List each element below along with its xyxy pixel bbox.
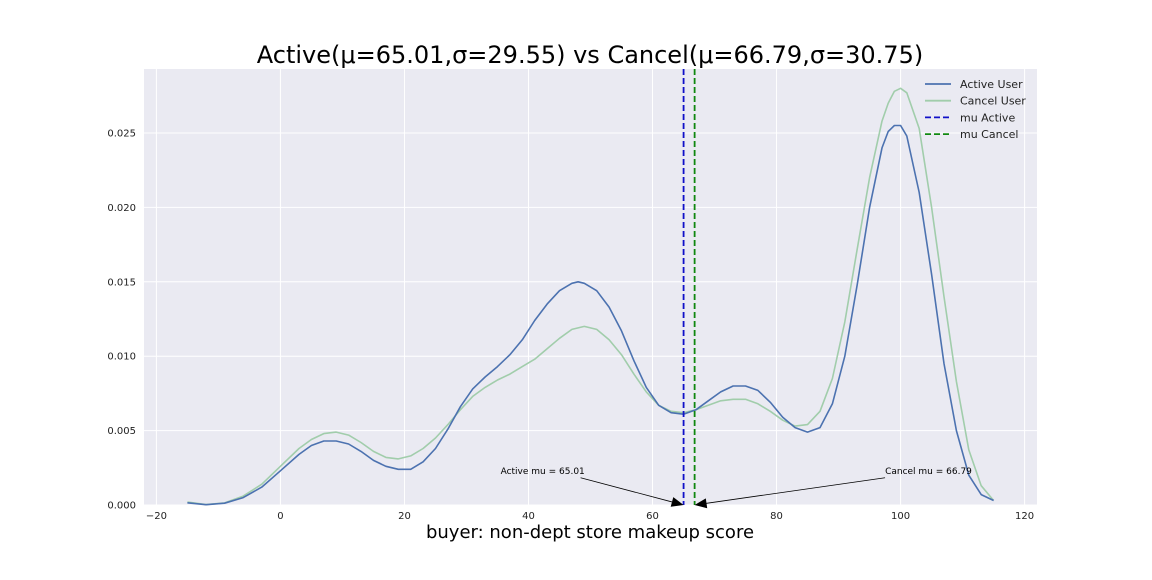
series-group — [187, 87, 995, 506]
x-tick-label: 100 — [891, 511, 910, 522]
x-tick-label: 40 — [522, 511, 535, 522]
x-tick-label: 60 — [646, 511, 659, 522]
x-tick-label: −20 — [146, 511, 167, 522]
grid — [144, 69, 1037, 506]
x-axis-label: buyer: non-dept store makeup score — [426, 522, 754, 543]
annotation-text: Cancel mu = 66.79 — [885, 467, 972, 477]
y-tick-label: 0.025 — [107, 128, 136, 139]
chart-title: Active(μ=65.01,σ=29.55) vs Cancel(μ=66.7… — [257, 41, 923, 69]
mean-lines — [682, 69, 696, 505]
annotation-arrow-line — [580, 477, 673, 503]
y-tick-label: 0.015 — [107, 277, 136, 288]
x-tick-label: 80 — [770, 511, 783, 522]
y-tick-label: 0.020 — [107, 203, 136, 214]
active-user-line — [187, 124, 994, 506]
y-tick-label: 0.000 — [107, 501, 136, 512]
legend-label: mu Active — [960, 111, 1015, 124]
annotation-arrow-head — [670, 497, 684, 507]
cancel-user-line — [187, 87, 995, 506]
x-tick-label: 20 — [398, 511, 411, 522]
legend-label: mu Cancel — [960, 128, 1018, 141]
y-axis-ticks: 0.000 0.005 0.010 0.015 0.020 0.025 — [107, 128, 136, 511]
y-tick-label: 0.005 — [107, 426, 136, 437]
x-axis-ticks: −20 0 20 40 60 80 100 120 — [146, 511, 1034, 522]
annotation-arrow-head — [694, 498, 708, 509]
legend: Active User Cancel User mu Active mu Cancel — [925, 78, 1026, 141]
x-tick-label: 0 — [277, 511, 283, 522]
legend-label: Active User — [960, 78, 1023, 91]
legend-label: Cancel User — [960, 95, 1026, 108]
annotation-arrow-line — [706, 477, 886, 504]
y-tick-label: 0.010 — [107, 352, 136, 363]
annotations: Active mu = 65.01 Cancel mu = 66.79 — [501, 467, 972, 509]
x-tick-label: 120 — [1015, 511, 1034, 522]
annotation-text: Active mu = 65.01 — [501, 467, 585, 477]
